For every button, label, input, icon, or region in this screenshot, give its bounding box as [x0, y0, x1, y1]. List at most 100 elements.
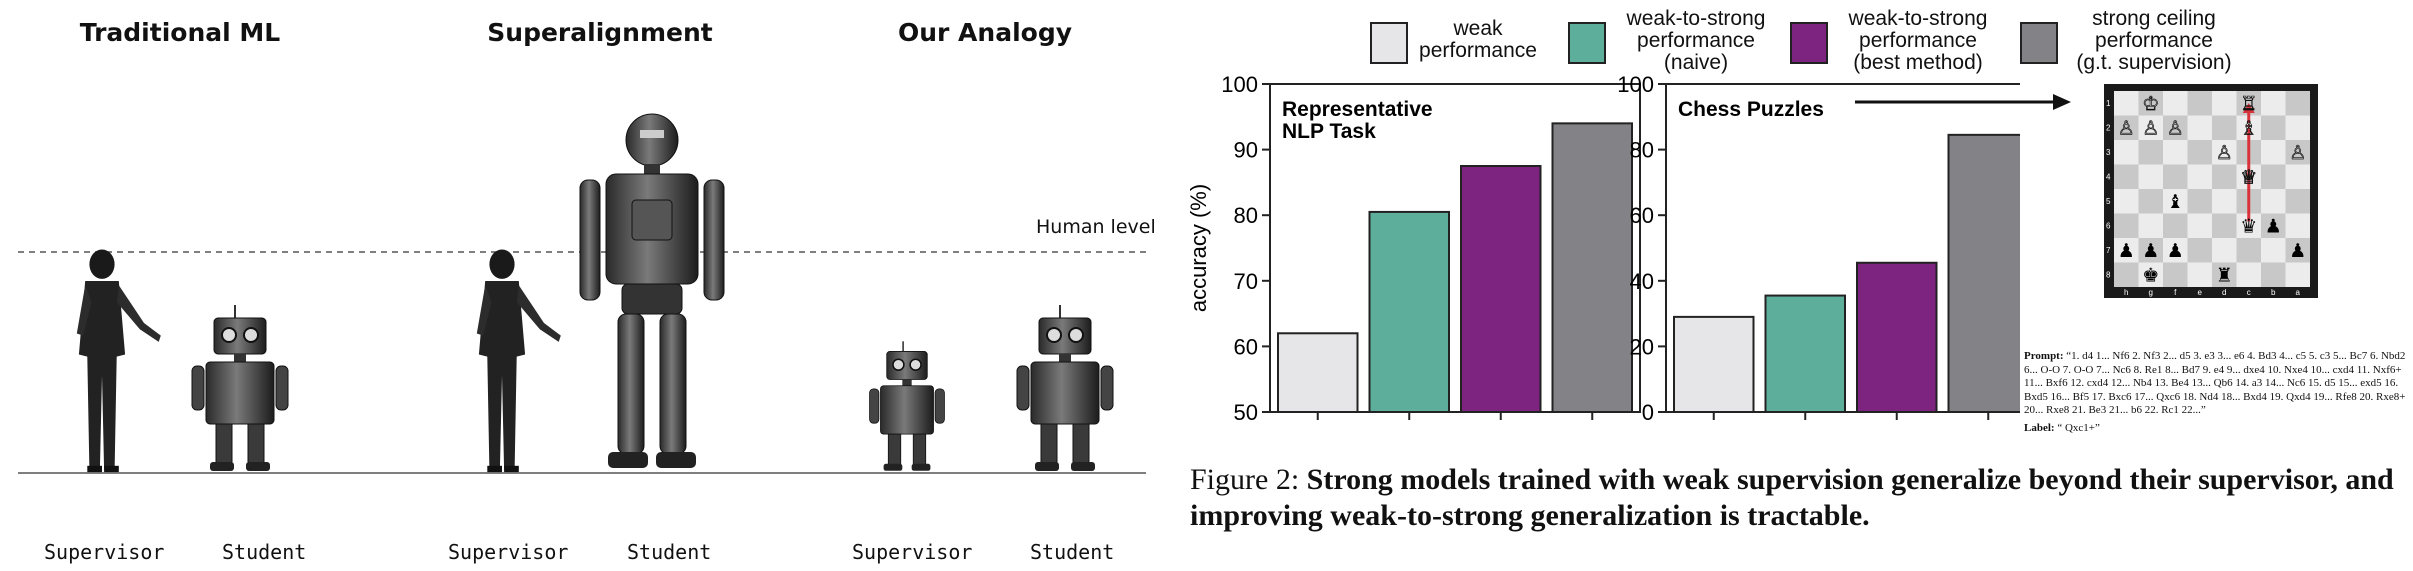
panel-title-traditional-ml: Traditional ML [79, 18, 281, 47]
legend-swatch [1568, 22, 1606, 64]
board-square [2187, 213, 2212, 238]
supervisor-human-2 [476, 249, 561, 473]
board-square [2163, 189, 2188, 214]
legend-swatch [1370, 22, 1408, 64]
board-square [2261, 238, 2286, 263]
board-square [2187, 262, 2212, 287]
board-square [2212, 262, 2237, 287]
file-label: b [2271, 288, 2276, 297]
chess-piece: ♙ [2167, 119, 2184, 140]
chess-piece: ♝ [2167, 192, 2184, 213]
illustration-figure [18, 113, 1146, 474]
chess-piece: ♜ [2216, 266, 2233, 287]
legend-swatch [1790, 22, 1828, 64]
y-tick-label: 20 [1630, 334, 1654, 359]
y-tick-label: 80 [1234, 203, 1258, 228]
y-tick-label: 100 [1221, 72, 1258, 97]
legend-swatch [2020, 22, 2058, 64]
prompt-label: Prompt: [2024, 350, 2064, 362]
board-square [2236, 238, 2261, 263]
legend-label: weak-to-strong performance (naive) [1626, 7, 1766, 74]
board-square [2261, 140, 2286, 165]
board-square [2138, 189, 2163, 214]
chess-piece: ♙ [2289, 143, 2306, 164]
rank-label: 3 [2106, 148, 2111, 157]
rank-label: 4 [2106, 173, 2111, 182]
board-square [2163, 238, 2188, 263]
board-square [2163, 262, 2188, 287]
y-tick-label: 0 [1642, 400, 1654, 425]
chart-frame [1269, 83, 1641, 413]
board-square [2163, 140, 2188, 165]
caption-bold: Strong models trained with weak supervis… [1190, 463, 2394, 532]
board-square [2163, 164, 2188, 189]
board-square [2212, 238, 2237, 263]
legend-item-naive: weak-to-strong performance (naive) [1568, 8, 1778, 78]
chess-piece: ♖ [2240, 94, 2257, 115]
board-square [2285, 238, 2310, 263]
chess-piece: ♟ [2167, 241, 2184, 262]
board-square [2138, 262, 2163, 287]
rank-label: 8 [2106, 271, 2111, 280]
chess-piece: ♟ [2118, 241, 2135, 262]
board-square [2138, 238, 2163, 263]
role-label: Supervisor [448, 540, 569, 564]
chart-title: NLP Task [1282, 120, 1376, 143]
board-square [2114, 262, 2139, 287]
board-square [2114, 238, 2139, 263]
board-square [2261, 262, 2286, 287]
board-square [2261, 213, 2286, 238]
student-robot-large [579, 113, 725, 468]
answer-label: Label: [2024, 421, 2055, 434]
rank-label: 1 [2106, 99, 2111, 108]
answer-text: “ Qxc1+” [2057, 421, 2100, 434]
file-label: e [2198, 288, 2203, 297]
board-square [2138, 140, 2163, 165]
chess-piece: ♚ [2142, 266, 2159, 287]
board-square [2285, 164, 2310, 189]
chess-piece: ♕ [2240, 168, 2257, 189]
bar [1368, 210, 1450, 413]
chess-piece: ♗ [2240, 119, 2257, 140]
bar [1764, 294, 1846, 413]
role-label: Student [627, 540, 712, 564]
prompt-text: “1. d4 1... Nf6 2. Nf3 2... d5 3. e3 3..… [2024, 350, 2406, 416]
role-label: Student [222, 540, 307, 564]
board-square [2187, 164, 2212, 189]
board-square [2285, 140, 2310, 165]
chart-frame [1665, 83, 2020, 413]
board-square [2261, 189, 2286, 214]
chess-piece: ♛ [2240, 217, 2257, 238]
board-square [2138, 213, 2163, 238]
panel-title-superalignment: Superalignment [487, 18, 713, 47]
role-label: Supervisor [852, 540, 973, 564]
board-square [2187, 91, 2212, 116]
supervisor-human-1 [76, 249, 161, 473]
board-square [2138, 115, 2163, 140]
file-label: d [2222, 288, 2226, 297]
chess-piece: ♟ [2265, 217, 2282, 238]
chess-piece: ♟ [2142, 241, 2159, 262]
chart-title: Representative [1282, 98, 1433, 121]
chess-piece: ♙ [2118, 119, 2135, 140]
bar [1856, 261, 1938, 413]
board-square [2212, 164, 2237, 189]
board-square [2114, 91, 2139, 116]
caption-prefix: Figure 2: [1190, 463, 1307, 496]
chess-piece: ♔ [2142, 94, 2159, 115]
board-square [2114, 164, 2139, 189]
y-tick-label: 50 [1234, 400, 1258, 425]
y-tick-label: 70 [1234, 269, 1258, 294]
board-square [2261, 115, 2286, 140]
bar [1460, 165, 1542, 413]
chess-prompt: Prompt: “1. d4 1... Nf6 2. Nf3 2... d5 3… [2024, 350, 2409, 435]
board-square [2114, 213, 2139, 238]
bar [1551, 122, 1633, 414]
role-label: Student [1030, 540, 1115, 564]
student-robot-1 [191, 304, 289, 472]
y-tick-label: 60 [1234, 334, 1258, 359]
chess-board: 1 2 3 4 5 6 7 8 h g f e d c b a ♔ ♖ ♙ ♙ ♙ ♗ ♙ ♙ ♕ ♝ ♟ ♛ ♟ ♟ ♟ ♟ ♚ ♜ [2104, 84, 2318, 298]
supervisor-robot-small [868, 340, 946, 472]
board-square [2163, 115, 2188, 140]
board-square [2285, 115, 2310, 140]
